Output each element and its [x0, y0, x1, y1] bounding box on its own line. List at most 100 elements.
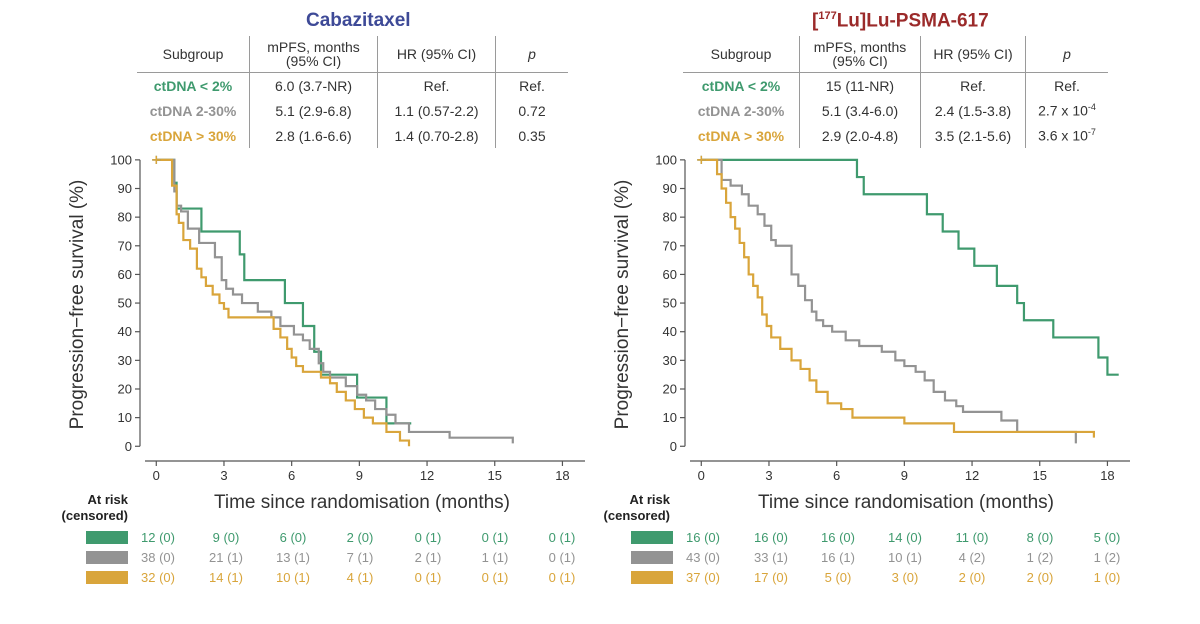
at-risk-cell: 1 (1) — [481, 550, 509, 565]
at-risk-cell: 0 (1) — [481, 530, 509, 545]
at-risk-cell: 14 (0) — [888, 530, 922, 545]
x-tick-label: 6 — [288, 468, 295, 483]
subgroup-table-lu-psma: Subgroup mPFS, months (95% CI) HR (95% C… — [683, 36, 1108, 148]
header-mpfs: mPFS, months (95% CI) — [249, 36, 378, 73]
y-tick-label: 80 — [118, 210, 132, 225]
row-p: 3.6 x 10-7 — [1025, 123, 1108, 148]
panel-title-lu-psma: [177Lu]Lu-PSMA-617 — [812, 10, 989, 32]
y-tick-label: 50 — [118, 296, 132, 311]
cabazitaxel-panel: Cabazitaxel Subgroup mPFS, months (95% C… — [0, 10, 600, 588]
header-mpfs-line2: (95% CI) — [285, 53, 342, 69]
y-tick-label: 20 — [663, 381, 677, 396]
x-tick-label: 3 — [220, 468, 227, 483]
title-sup: 177 — [818, 10, 837, 22]
at-risk-cell: 0 (1) — [548, 550, 576, 565]
y-tick-label: 20 — [118, 381, 132, 396]
x-tick-label: 15 — [1033, 468, 1047, 483]
table-row: ctDNA < 2% 15 (11-NR) Ref. Ref. — [683, 72, 1108, 98]
y-tick-label: 0 — [670, 439, 677, 454]
at-risk-cell: 13 (1) — [276, 550, 310, 565]
table-row: ctDNA 2-30% 5.1 (3.4-6.0) 2.4 (1.5-3.8) … — [683, 98, 1108, 123]
row-mpfs: 6.0 (3.7-NR) — [249, 72, 378, 98]
at-risk-cell: 5 (0) — [824, 570, 852, 585]
survival-curve-series-1 — [156, 158, 514, 444]
at-risk-cell: 4 (1) — [346, 570, 374, 585]
y-tick-label: 100 — [655, 152, 677, 167]
at-risk-color-swatch — [631, 531, 673, 544]
at-risk-cell: 16 (1) — [821, 550, 855, 565]
at-risk-cell: 10 (1) — [276, 570, 310, 585]
row-p: 0.35 — [495, 123, 568, 148]
at-risk-label: At risk (censored) — [580, 492, 670, 524]
y-tick-label: 90 — [118, 181, 132, 196]
y-tick-label: 60 — [118, 267, 132, 282]
header-subgroup: Subgroup — [137, 36, 250, 73]
survival-curve-series-1 — [701, 158, 1077, 444]
at-risk-cell: 16 (0) — [686, 530, 720, 545]
at-risk-cell: 5 (0) — [1093, 530, 1121, 545]
row-p-exp: -7 — [1087, 127, 1096, 138]
at-risk-cell: 2 (0) — [346, 530, 374, 545]
x-tick-label: 9 — [901, 468, 908, 483]
at-risk-cell: 38 (0) — [141, 550, 175, 565]
at-risk-cell: 7 (1) — [346, 550, 374, 565]
at-risk-cell: 3 (0) — [891, 570, 919, 585]
table-row: ctDNA 2-30% 5.1 (2.9-6.8) 1.1 (0.57-2.2)… — [137, 98, 568, 123]
at-risk-row: 32 (0) 14 (1) 10 (1) 4 (1) 0 (1) 0 (1) 0 (1) — [0, 568, 600, 588]
survival-curve-series-0 — [156, 158, 412, 425]
x-tick-label: 18 — [555, 468, 569, 483]
header-mpfs: mPFS, months (95% CI) — [799, 36, 921, 73]
x-tick-label: 0 — [698, 468, 705, 483]
row-mpfs: 2.8 (1.6-6.6) — [249, 123, 378, 148]
table-header-row: Subgroup mPFS, months (95% CI) HR (95% C… — [137, 36, 568, 73]
x-tick-label: 12 — [965, 468, 979, 483]
at-risk-cell: 32 (0) — [141, 570, 175, 585]
at-risk-cell: 37 (0) — [686, 570, 720, 585]
at-risk-row: 37 (0) 17 (0) 5 (0) 3 (0) 2 (0) 2 (0) 1 (0) — [600, 568, 1200, 588]
header-mpfs-line2: (95% CI) — [832, 53, 888, 69]
x-tick-label: 12 — [420, 468, 434, 483]
at-risk-cell: 33 (1) — [754, 550, 788, 565]
at-risk-cell: 14 (1) — [209, 570, 243, 585]
at-risk-cell: 1 (2) — [1093, 550, 1121, 565]
y-axis-label: Progression−free survival (%) — [612, 180, 633, 430]
table-row: ctDNA < 2% 6.0 (3.7-NR) Ref. Ref. — [137, 72, 568, 98]
x-tick-label: 18 — [1100, 468, 1114, 483]
row-hr: Ref. — [377, 72, 496, 98]
survival-curve-series-0 — [701, 158, 1119, 376]
header-mpfs-line1: mPFS, months — [813, 39, 907, 55]
censor-mark — [697, 155, 706, 164]
survival-curve-series-2 — [701, 158, 1095, 438]
at-risk-color-swatch — [631, 551, 673, 564]
at-risk-row: 16 (0) 16 (0) 16 (0) 14 (0) 11 (0) 8 (0) 5 (0) — [600, 528, 1200, 548]
row-hr: 2.4 (1.5-3.8) — [920, 98, 1026, 123]
header-hr: HR (95% CI) — [377, 36, 496, 73]
at-risk-cell: 16 (0) — [821, 530, 855, 545]
at-risk-cell: 6 (0) — [279, 530, 307, 545]
header-p: p — [495, 36, 568, 73]
row-p-base: 3.6 x 10 — [1038, 127, 1088, 144]
at-risk-color-swatch — [86, 531, 128, 544]
censor-mark — [152, 155, 161, 164]
row-p: 0.72 — [495, 98, 568, 123]
y-tick-label: 50 — [663, 296, 677, 311]
km-plot-cabazitaxel: 0 10 20 30 40 50 60 70 80 90 100 0 3 6 9 12 15 18 Time sin… — [67, 152, 585, 513]
x-tick-label: 3 — [765, 468, 772, 483]
table-row: ctDNA > 30% 2.8 (1.6-6.6) 1.4 (0.70-2.8)… — [137, 123, 568, 148]
at-risk-cell: 8 (0) — [1026, 530, 1054, 545]
x-axis-label: Time since randomisation (months) — [214, 492, 510, 513]
at-risk-cell: 12 (0) — [141, 530, 175, 545]
row-group: ctDNA < 2% — [153, 77, 233, 94]
at-risk-color-swatch — [86, 551, 128, 564]
header-hr: HR (95% CI) — [920, 36, 1026, 73]
y-tick-label: 90 — [663, 181, 677, 196]
row-mpfs: 5.1 (3.4-6.0) — [799, 98, 921, 123]
at-risk-cell: 1 (0) — [1093, 570, 1121, 585]
km-plot-lu-psma: 0 10 20 30 40 50 60 70 80 90 100 0 3 6 9 12 15 18 Time sin… — [612, 152, 1130, 513]
y-tick-label: 0 — [125, 439, 132, 454]
y-tick-label: 60 — [663, 267, 677, 282]
row-hr: 3.5 (2.1-5.6) — [920, 123, 1026, 148]
at-risk-cell: 21 (1) — [209, 550, 243, 565]
header-mpfs-line1: mPFS, months — [267, 39, 360, 55]
at-risk-cell: 0 (1) — [548, 570, 576, 585]
